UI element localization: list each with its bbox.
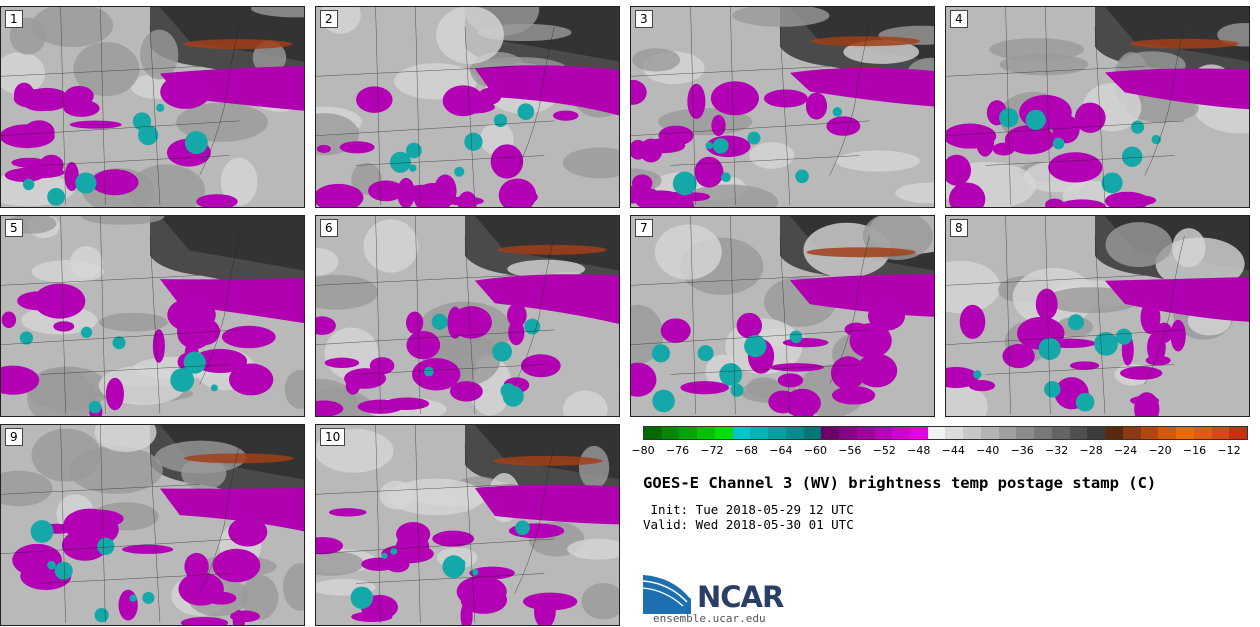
colorbar-tick-label: −64: [769, 444, 793, 457]
water-vapor-map: [1, 216, 304, 416]
colorbar-segment: [998, 427, 1017, 439]
colorbar-segment: [661, 427, 680, 439]
colorbar-tick-label: −44: [941, 444, 965, 457]
colorbar-segment: [821, 427, 840, 439]
ncar-logo-icon: [643, 573, 692, 614]
colorbar-tick-label: −52: [872, 444, 896, 457]
init-time: Init: Tue 2018-05-29 12 UTC: [643, 502, 854, 517]
colorbar-segment: [732, 427, 751, 439]
colorbar-segment: [1016, 427, 1035, 439]
panel-number-label: 5: [5, 219, 23, 237]
colorbar-tick-label: −28: [1079, 444, 1103, 457]
map-panel-8: 8: [945, 215, 1250, 417]
map-panel-6: 6: [315, 215, 620, 417]
map-panel-4: 4: [945, 6, 1250, 208]
water-vapor-map: [946, 7, 1249, 207]
colorbar-segment: [945, 427, 964, 439]
colorbar: [643, 426, 1248, 440]
colorbar-tick-label: −72: [700, 444, 724, 457]
colorbar-segment: [963, 427, 981, 439]
water-vapor-map: [316, 7, 619, 207]
colorbar-segment: [803, 427, 822, 439]
panel-number-label: 2: [320, 10, 338, 28]
panel-number-label: 7: [635, 219, 653, 237]
colorbar-segment: [980, 427, 999, 439]
map-panel-1: 1: [0, 6, 305, 208]
colorbar-tick-label: −56: [838, 444, 862, 457]
map-panel-7: 7: [630, 215, 935, 417]
water-vapor-map: [1, 425, 304, 625]
colorbar-tick-label: −16: [1182, 444, 1207, 457]
colorbar-segment: [697, 427, 715, 439]
colorbar-tick-label: −76: [665, 444, 690, 457]
colorbar-tick-label: −80: [631, 444, 655, 457]
colorbar-segment: [1051, 427, 1070, 439]
water-vapor-map: [946, 216, 1249, 416]
colorbar-segment: [927, 427, 946, 439]
colorbar-tick-label: −36: [1010, 444, 1034, 457]
colorbar-segment: [874, 427, 893, 439]
colorbar-tick-label: −32: [1045, 444, 1069, 457]
map-panel-9: 9: [0, 424, 305, 626]
panel-number-label: 4: [950, 10, 968, 28]
colorbar-segment: [1105, 427, 1123, 439]
source-url: ensemble.ucar.edu: [653, 612, 766, 625]
panel-number-label: 1: [5, 10, 23, 28]
water-vapor-map: [316, 425, 619, 625]
ncar-logo-text: NCAR: [697, 580, 784, 614]
water-vapor-map: [631, 216, 934, 416]
colorbar-tick-label: −40: [976, 444, 1000, 457]
colorbar-segment: [750, 427, 769, 439]
colorbar-segment: [839, 427, 857, 439]
colorbar-segment: [910, 427, 928, 439]
colorbar-segment: [679, 427, 698, 439]
colorbar-segment: [1158, 427, 1177, 439]
colorbar-segment: [892, 427, 911, 439]
panel-number-label: 6: [320, 219, 338, 237]
colorbar-segment: [1140, 427, 1159, 439]
colorbar-segment: [856, 427, 875, 439]
water-vapor-map: [631, 7, 934, 207]
colorbar-tick-label: −12: [1217, 444, 1241, 457]
colorbar-segment: [1034, 427, 1052, 439]
map-panel-2: 2: [315, 6, 620, 208]
colorbar-segment: [768, 427, 786, 439]
colorbar-segment: [1229, 427, 1247, 439]
colorbar-ticks: −80 −76 −72 −68 −64 −60 −56 −52 −48 −44 −40 −36 −32−…: [631, 444, 1248, 460]
colorbar-segment: [1211, 427, 1230, 439]
colorbar-segment: [644, 427, 662, 439]
panel-number-label: 3: [635, 10, 653, 28]
panel-number-label: 10: [320, 428, 346, 446]
map-panel-10: 10: [315, 424, 620, 626]
colorbar-tick-label: −48: [907, 444, 931, 457]
colorbar-segment: [1176, 427, 1194, 439]
panel-number-label: 8: [950, 219, 968, 237]
colorbar-segment: [1087, 427, 1106, 439]
colorbar-segment: [785, 427, 804, 439]
colorbar-segment: [1069, 427, 1088, 439]
colorbar-segment: [1193, 427, 1212, 439]
map-panel-5: 5: [0, 215, 305, 417]
colorbar-tick-label: −60: [803, 444, 827, 457]
map-panel-3: 3: [630, 6, 935, 208]
colorbar-tick-label: −68: [734, 444, 759, 457]
water-vapor-map: [1, 7, 304, 207]
figure-title: GOES-E Channel 3 (WV) brightness temp po…: [643, 474, 1157, 492]
colorbar-tick-label: −24: [1113, 444, 1138, 457]
colorbar-tick-label: −20: [1148, 444, 1172, 457]
valid-time: Valid: Wed 2018-05-30 01 UTC: [643, 517, 854, 532]
colorbar-segment: [1122, 427, 1141, 439]
water-vapor-map: [316, 216, 619, 416]
panel-number-label: 9: [5, 428, 23, 446]
colorbar-segment: [714, 427, 733, 439]
